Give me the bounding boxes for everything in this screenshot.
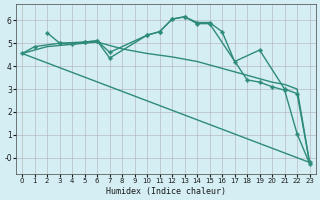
X-axis label: Humidex (Indice chaleur): Humidex (Indice chaleur) <box>106 187 226 196</box>
